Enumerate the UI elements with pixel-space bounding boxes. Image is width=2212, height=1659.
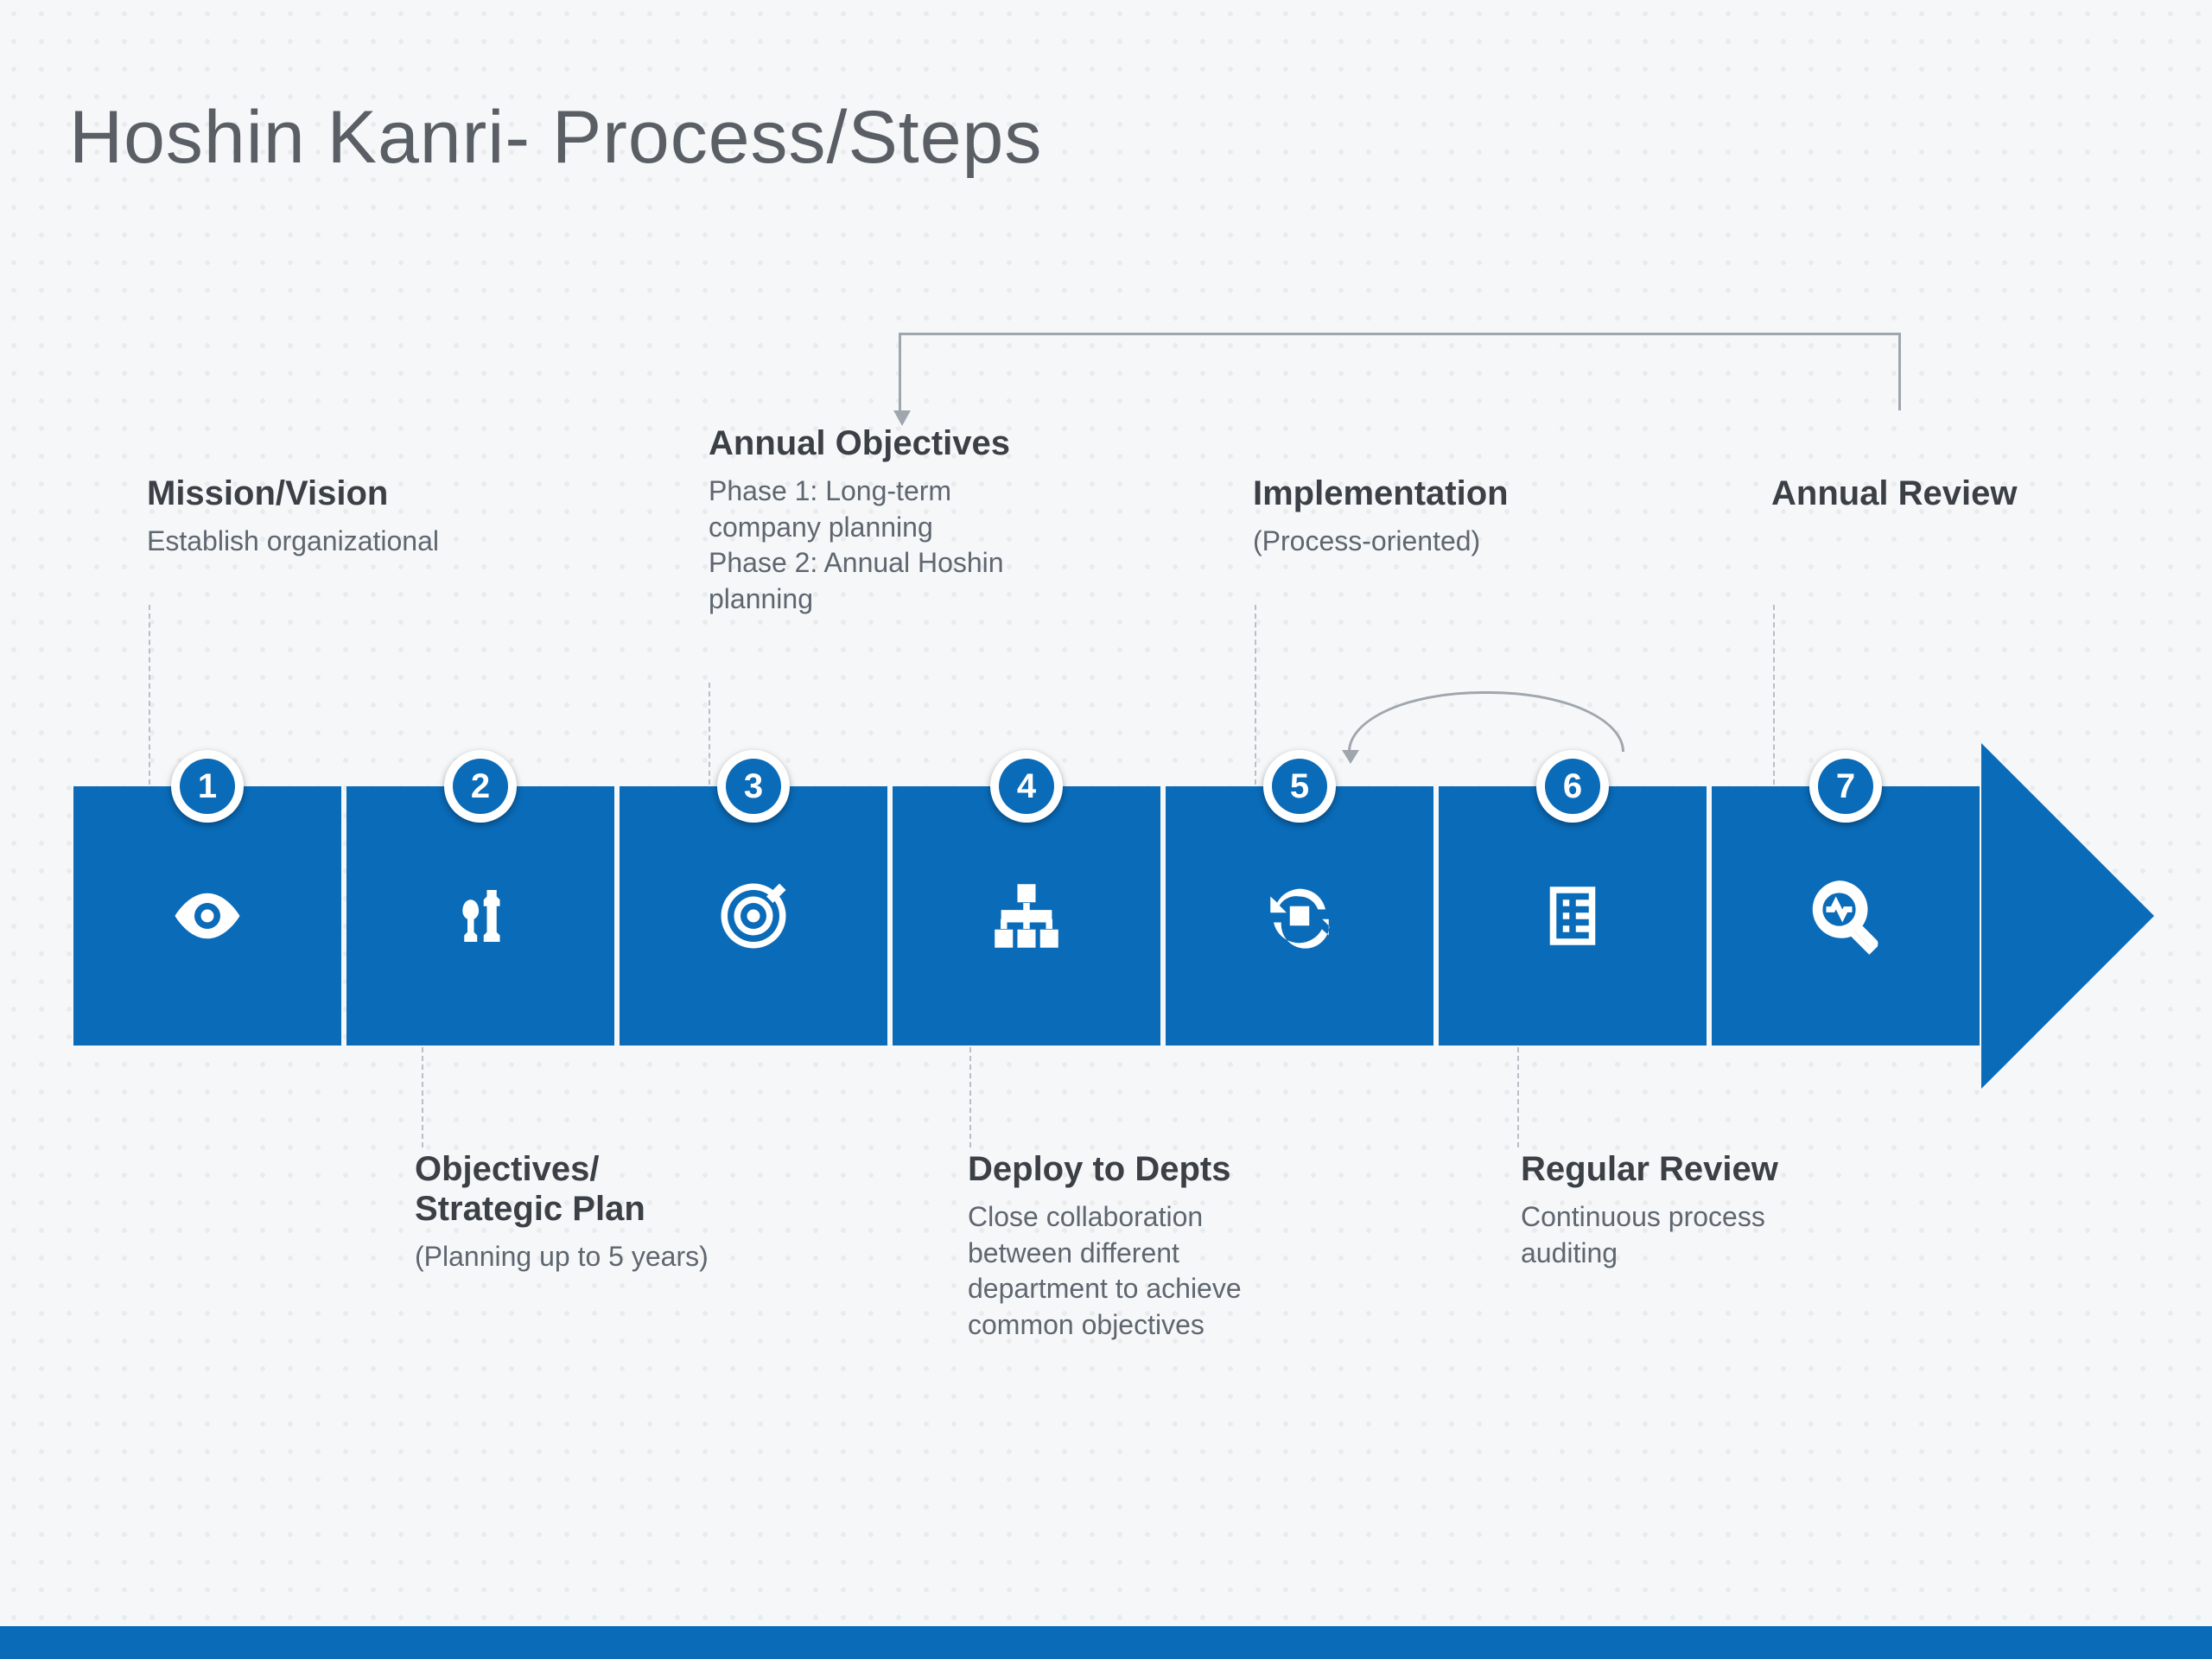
step-label-3: Annual Objectives Phase 1: Long-term comp… bbox=[709, 423, 1020, 617]
step-number: 1 bbox=[180, 759, 235, 814]
step-subtext: Continuous process auditing bbox=[1521, 1199, 1832, 1271]
arrow-head bbox=[1981, 743, 2154, 1089]
connector-vline bbox=[1517, 1047, 1519, 1147]
page-title: Hoshin Kanri- Process/Steps bbox=[69, 95, 1042, 181]
step-number: 6 bbox=[1545, 759, 1600, 814]
step-number: 7 bbox=[1818, 759, 1873, 814]
step-heading: Implementation bbox=[1253, 474, 1564, 513]
step-badge: 1 bbox=[171, 750, 244, 823]
connector-vline bbox=[149, 605, 150, 785]
chess-icon bbox=[442, 877, 519, 955]
step-subtext: Close collaboration between different de… bbox=[968, 1199, 1279, 1343]
process-arrow: 1234567 bbox=[73, 786, 2154, 1046]
connector-vline bbox=[1255, 605, 1256, 785]
connector-vline bbox=[709, 683, 710, 785]
step-label-1: Mission/Vision Establish organizational bbox=[147, 474, 458, 560]
orgchart-icon bbox=[988, 877, 1065, 955]
feedback-connector-top bbox=[899, 333, 1901, 410]
step-label-7: Annual Review bbox=[1771, 474, 2082, 524]
step-box-1: 1 bbox=[73, 786, 341, 1046]
step-subtext: Establish organizational bbox=[147, 524, 458, 560]
step-badge: 4 bbox=[990, 750, 1063, 823]
target-icon bbox=[715, 877, 792, 955]
step-badge: 6 bbox=[1536, 750, 1609, 823]
step-label-2: Objectives/ Strategic Plan (Planning up t… bbox=[415, 1149, 726, 1275]
checklist-icon bbox=[1534, 877, 1611, 955]
step-number: 3 bbox=[726, 759, 781, 814]
connector-vline bbox=[969, 1047, 971, 1147]
step-number: 4 bbox=[999, 759, 1054, 814]
step-heading: Mission/Vision bbox=[147, 474, 458, 513]
step-box-2: 2 bbox=[346, 786, 614, 1046]
step-badge: 5 bbox=[1263, 750, 1336, 823]
step-heading: Regular Review bbox=[1521, 1149, 1832, 1189]
step-badge: 2 bbox=[444, 750, 517, 823]
feedback-connector-arc bbox=[1348, 691, 1624, 752]
connector-vline bbox=[1773, 605, 1775, 785]
step-heading: Annual Objectives bbox=[709, 423, 1020, 463]
step-box-7: 7 bbox=[1712, 786, 1980, 1046]
footer-bar bbox=[0, 1626, 2212, 1659]
cycle-icon bbox=[1261, 877, 1338, 955]
step-label-4: Deploy to Depts Close collaboration betwe… bbox=[968, 1149, 1279, 1343]
step-heading: Deploy to Depts bbox=[968, 1149, 1279, 1189]
step-heading: Annual Review bbox=[1771, 474, 2082, 513]
step-number: 5 bbox=[1272, 759, 1327, 814]
step-heading: Objectives/ Strategic Plan bbox=[415, 1149, 726, 1229]
eye-icon bbox=[168, 877, 246, 955]
step-label-6: Regular Review Continuous process auditin… bbox=[1521, 1149, 1832, 1271]
step-number: 2 bbox=[453, 759, 508, 814]
step-subtext: (Planning up to 5 years) bbox=[415, 1239, 726, 1275]
step-box-5: 5 bbox=[1166, 786, 1433, 1046]
connector-vline bbox=[422, 1047, 423, 1147]
analyze-icon bbox=[1807, 877, 1885, 955]
slide: Hoshin Kanri- Process/Steps Mission/Visi… bbox=[0, 0, 2212, 1659]
step-box-4: 4 bbox=[893, 786, 1160, 1046]
step-box-3: 3 bbox=[620, 786, 887, 1046]
step-subtext: (Process-oriented) bbox=[1253, 524, 1564, 560]
step-subtext: Phase 1: Long-term company planning Phas… bbox=[709, 474, 1020, 617]
step-badge: 7 bbox=[1809, 750, 1882, 823]
step-box-6: 6 bbox=[1439, 786, 1707, 1046]
step-badge: 3 bbox=[717, 750, 790, 823]
step-label-5: Implementation (Process-oriented) bbox=[1253, 474, 1564, 560]
